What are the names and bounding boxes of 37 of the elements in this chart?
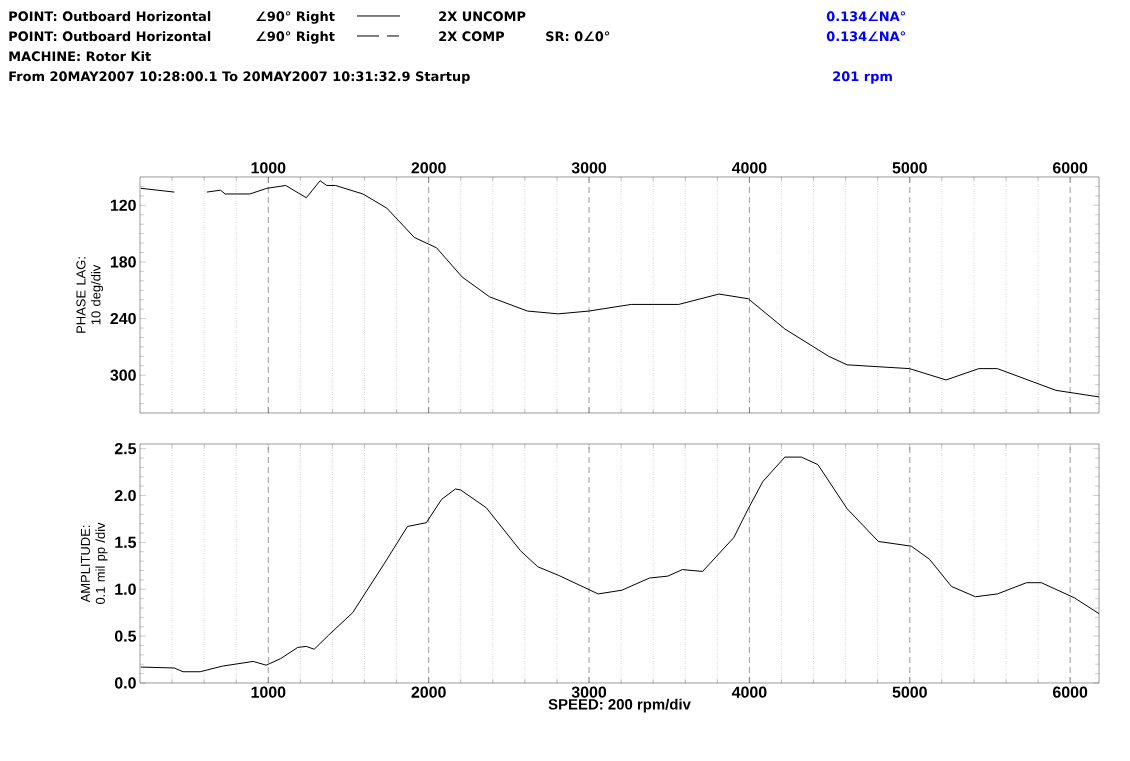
text: 0.134∠NA° (826, 31, 905, 42)
x-tick-label: 5000 (892, 162, 927, 174)
x-tick-label: 2000 (411, 162, 446, 174)
y-axis-title: PHASE LAG: 10 deg/div (76, 257, 104, 333)
text: 0.134∠NA° (826, 11, 905, 22)
y-tick-label: 0.5 (114, 630, 137, 642)
text: 201 rpm (833, 71, 892, 84)
x-tick-label: 3000 (571, 686, 607, 698)
text: ∠90° Right (256, 11, 335, 24)
text: 2X COMP (439, 31, 505, 42)
text: SR: 0∠0° (546, 31, 610, 42)
text: POINT: Outboard Horizontal (9, 11, 211, 22)
y-tick-label: 120 (110, 199, 136, 211)
x-tick-label: 4000 (731, 686, 767, 698)
y-tick-label: 2.5 (114, 443, 137, 455)
y-tick-label: 0.0 (114, 677, 136, 689)
x-tick-label: 5000 (892, 686, 927, 698)
x-tick-label: 3000 (571, 162, 607, 174)
x-tick-label: 1000 (251, 686, 286, 698)
y-tick-label: 240 (110, 312, 136, 325)
text: ∠90° Right (256, 31, 335, 44)
y-tick-label: 1.0 (115, 583, 136, 595)
text: MACHINE: Rotor Kit (9, 51, 151, 62)
text: POINT: Outboard Horizontal (9, 31, 211, 42)
y-tick-label: 180 (110, 256, 136, 268)
x-tick-label: 2000 (411, 686, 446, 698)
y-tick-label: 1.5 (115, 536, 137, 548)
x-tick-label: 6000 (1053, 162, 1088, 174)
x-tick-label: 1000 (251, 162, 286, 174)
y-tick-label: 300 (110, 369, 136, 381)
text: 2X UNCOMP (439, 11, 526, 22)
x-axis-title: SPEED: 200 rpm/div (548, 698, 691, 713)
x-tick-label: 4000 (731, 162, 767, 174)
text: From 20MAY2007 10:28:00.1 To 20MAY2007 10:31:32.9 Startup (9, 71, 470, 84)
y-tick-label: 2.0 (114, 489, 136, 502)
y-axis-title: AMPLITUDE: 0.1 mil pp /div (80, 522, 108, 605)
x-tick-label: 6000 (1053, 686, 1088, 698)
